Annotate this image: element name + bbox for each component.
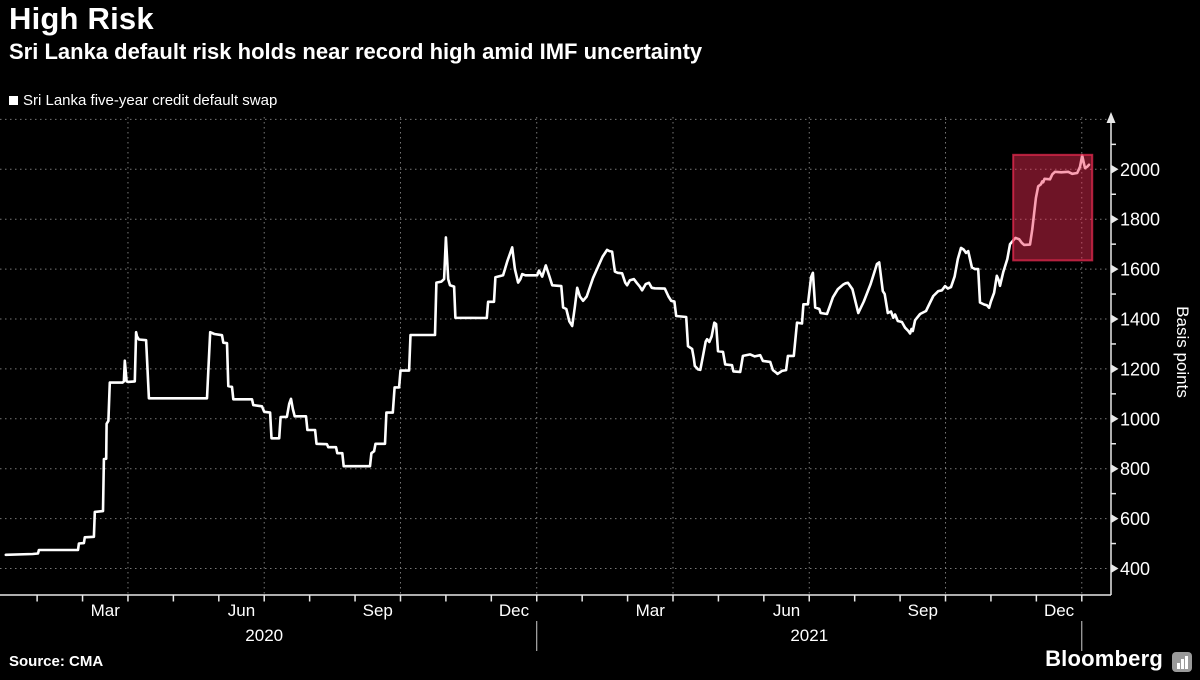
x-month-label: Dec <box>499 601 530 620</box>
y-major-tick <box>1111 414 1119 424</box>
bloomberg-terminal-icon <box>1172 652 1192 672</box>
x-month-label: Jun <box>228 601 255 620</box>
y-major-tick <box>1111 514 1119 524</box>
y-major-tick <box>1111 564 1119 573</box>
y-tick-label: 1000 <box>1120 409 1160 429</box>
y-tick-label: 400 <box>1120 559 1150 579</box>
chart-header: High Risk Sri Lanka default risk holds n… <box>9 0 702 64</box>
y-major-tick <box>1111 314 1119 324</box>
x-year-label: 2021 <box>790 626 828 645</box>
y-axis-arrow-icon <box>1106 112 1116 123</box>
page-title: High Risk <box>9 1 154 36</box>
x-month-label: Dec <box>1044 601 1075 620</box>
chart-subtitle: Sri Lanka default risk holds near record… <box>9 38 703 64</box>
x-month-label: Jun <box>773 601 800 620</box>
highlight-box <box>1012 153 1094 262</box>
cds-series-line <box>4 154 1091 557</box>
legend-swatch-icon <box>9 96 18 105</box>
x-month-label: Mar <box>91 601 121 620</box>
y-major-tick <box>1111 164 1119 174</box>
y-tick-label: 600 <box>1120 509 1150 529</box>
legend-label: Sri Lanka five-year credit default swap <box>23 92 278 109</box>
y-major-tick <box>1111 364 1119 374</box>
x-year-label: 2020 <box>245 626 283 645</box>
y-major-tick <box>1111 264 1119 274</box>
x-month-label: Mar <box>636 601 666 620</box>
y-major-tick <box>1111 464 1119 474</box>
y-tick-label: 1400 <box>1120 310 1160 330</box>
y-axis-unit-label: Basis points <box>1173 306 1192 398</box>
y-tick-label: 1800 <box>1120 210 1160 230</box>
bloomberg-logo: Bloomberg <box>1045 646 1192 672</box>
y-tick-label: 1600 <box>1120 260 1160 280</box>
source-label: Source: CMA <box>9 653 104 670</box>
y-tick-label: 800 <box>1120 459 1150 479</box>
x-month-label: Sep <box>363 601 393 620</box>
y-major-tick <box>1111 214 1119 224</box>
legend: Sri Lanka five-year credit default swap <box>9 92 277 109</box>
y-tick-label: 1200 <box>1120 359 1160 379</box>
y-tick-label: 2000 <box>1120 160 1160 180</box>
x-month-label: Sep <box>908 601 938 620</box>
bloomberg-wordmark: Bloomberg <box>1045 646 1163 671</box>
